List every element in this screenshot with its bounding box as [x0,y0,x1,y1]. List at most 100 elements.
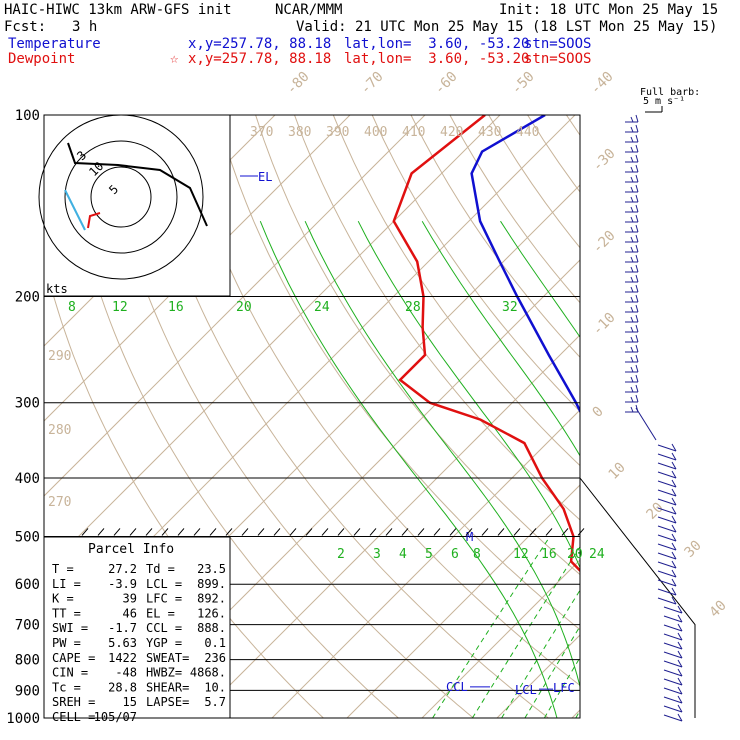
parcel-info-value: 10. [204,680,226,694]
isotherm-line [496,634,580,718]
theta-label: 400 [364,125,387,140]
wind-barb-flag [677,659,683,668]
theta-label: 440 [516,125,539,140]
wind-barb-flag [635,174,639,183]
wind-barb-staff [663,705,683,713]
model-title: HAIC-HIWC 13km ARW-GFS init [4,2,232,18]
wind-barb-flag [677,713,683,722]
wind-barb-flag [635,304,639,313]
mixing-ratio-label: 24 [314,300,330,315]
isotherm-label: -50 [509,69,538,98]
mixing-ratio-line [682,537,740,719]
wind-barb-flag [630,366,634,373]
wind-barb-staff [657,588,677,596]
mixing-ratio-label: 16 [541,547,557,562]
wind-barb-transition [635,407,657,441]
wind-barb-flag [630,246,634,253]
barb-legend-units: 5 m s⁻¹ [643,96,685,107]
freezing-hatch [369,528,377,536]
wind-barb-flag [630,346,634,353]
wind-barb-staff [663,669,683,677]
wind-barb-flag [630,296,634,303]
wind-barb-flag [635,324,639,333]
wind-barb-flag [635,344,639,353]
theta-label: 270 [48,495,71,510]
freezing-hatch [289,528,297,536]
wind-barb-flag [630,116,634,123]
parcel-info-key: T = [52,562,74,576]
mixing-ratio-label: 3 [373,547,381,562]
wind-barb-staff [663,633,683,641]
mixing-ratio-label: 16 [168,300,184,315]
parcel-info-value: 105/07 [94,710,137,724]
parcel-info-value: 23.5 [197,562,226,576]
pressure-tick-label: 300 [15,396,40,412]
wind-barb-flag [635,394,639,403]
wind-barb-staff [657,480,677,488]
barb-legend-title: Full barb: [640,87,700,98]
temperature-point: x,y=257.78, 88.18 [188,36,332,52]
theta-label: 280 [48,423,71,438]
isotherm-label: 0 [590,404,607,421]
isotherm-label: -80 [284,69,313,98]
wind-barb-flag [635,144,639,153]
wind-barb-flag [671,524,677,533]
freezing-hatch [97,528,105,536]
freezing-hatch [273,528,281,536]
freezing-hatch [321,528,329,536]
plot-frame-skew [579,477,696,718]
wind-barb-flag [630,216,634,223]
theta-label: 430 [478,125,501,140]
pressure-tick-label: 500 [15,529,40,545]
mixing-ratio-label: 2 [337,547,345,562]
pressure-tick-label: 900 [15,683,40,699]
wind-barb-flag [635,284,639,293]
mixing-ratio-label: 12 [513,547,529,562]
dry-adiabat [371,115,580,413]
freezing-hatch [465,528,473,536]
isotherm-label: -10 [590,310,619,339]
mixing-ratio-label: 4 [399,547,407,562]
wind-barb-staff [657,507,677,515]
parcel-info-key: CCL = [146,621,182,635]
freezing-hatch [529,528,537,536]
wind-barb-flag [671,542,677,551]
wind-barb-flag [630,126,634,133]
dry-adiabat [410,115,580,358]
parcel-info-key: LI = [52,577,81,591]
wind-barb-flag [671,506,677,515]
isotherm-line [722,115,740,718]
wind-barb-flag [671,578,677,587]
pressure-tick-label: 700 [15,618,40,634]
parcel-info-value: 0.1 [204,636,226,650]
wind-barb-flag [671,587,677,596]
m-label: M [466,530,473,544]
parcel-info-value: -3.9 [108,577,137,591]
wind-barb-staff [657,579,677,587]
wind-barb-staff [657,498,677,506]
theta-label: 370 [250,125,273,140]
dry-adiabat [255,115,580,576]
wind-barb-flag [630,256,634,263]
wind-barb-flag [671,515,677,524]
wind-barb-flag [630,356,634,363]
wind-barb-flag [630,166,634,173]
pressure-tick-label: 100 [15,108,40,124]
wind-barb-staff [663,651,683,659]
parcel-info-value: 126. [197,606,226,620]
mixing-ratio-label: 12 [112,300,128,315]
wind-barb-flag [671,479,677,488]
parcel-info-value: 5.7 [204,695,226,709]
temperature-legend-label: Temperature [8,36,101,52]
dry-adiabat [138,115,549,718]
mixing-ratio-line [471,546,580,718]
parcel-info-key: CIN = [52,666,88,680]
wind-barb-flag [635,334,639,343]
mixing-ratio-line [432,536,551,718]
wind-barb-flag [677,614,683,623]
parcel-info-value: 39 [123,592,137,606]
wind-barb-staff [657,444,677,452]
mixing-ratio-label: 5 [425,547,433,562]
wind-barb-flag [635,114,639,123]
